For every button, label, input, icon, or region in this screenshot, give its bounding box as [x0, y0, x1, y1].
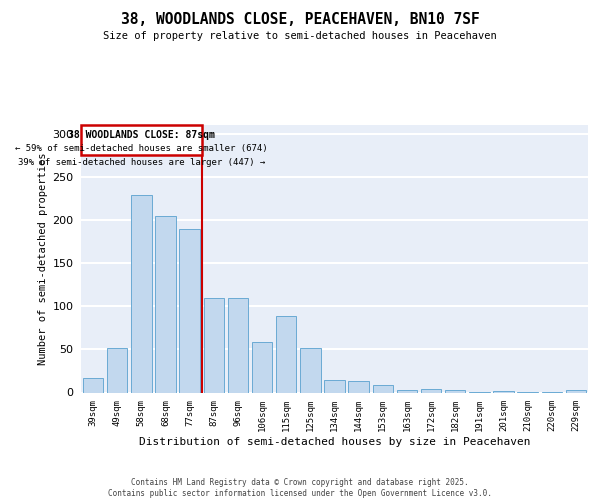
- Bar: [300, 348, 320, 393]
- Bar: [349, 382, 369, 392]
- Bar: [397, 390, 417, 392]
- Bar: [179, 228, 200, 392]
- Text: 38 WOODLANDS CLOSE: 87sqm: 38 WOODLANDS CLOSE: 87sqm: [68, 130, 215, 140]
- Bar: [131, 195, 152, 392]
- Bar: [83, 378, 103, 392]
- Text: Contains HM Land Registry data © Crown copyright and database right 2025.
Contai: Contains HM Land Registry data © Crown c…: [108, 478, 492, 498]
- Bar: [373, 384, 393, 392]
- Text: 38, WOODLANDS CLOSE, PEACEHAVEN, BN10 7SF: 38, WOODLANDS CLOSE, PEACEHAVEN, BN10 7S…: [121, 12, 479, 28]
- Bar: [107, 348, 127, 393]
- X-axis label: Distribution of semi-detached houses by size in Peacehaven: Distribution of semi-detached houses by …: [139, 436, 530, 446]
- Text: ← 59% of semi-detached houses are smaller (674): ← 59% of semi-detached houses are smalle…: [15, 144, 268, 153]
- Bar: [155, 216, 176, 392]
- Bar: [252, 342, 272, 392]
- Text: 39% of semi-detached houses are larger (447) →: 39% of semi-detached houses are larger (…: [18, 158, 265, 167]
- Bar: [227, 298, 248, 392]
- Bar: [445, 390, 466, 392]
- Bar: [324, 380, 345, 392]
- Bar: [493, 391, 514, 392]
- Bar: [203, 298, 224, 392]
- Bar: [566, 390, 586, 392]
- Bar: [276, 316, 296, 392]
- Y-axis label: Number of semi-detached properties: Number of semi-detached properties: [38, 152, 48, 365]
- Text: Size of property relative to semi-detached houses in Peacehaven: Size of property relative to semi-detach…: [103, 31, 497, 41]
- Bar: [421, 389, 442, 392]
